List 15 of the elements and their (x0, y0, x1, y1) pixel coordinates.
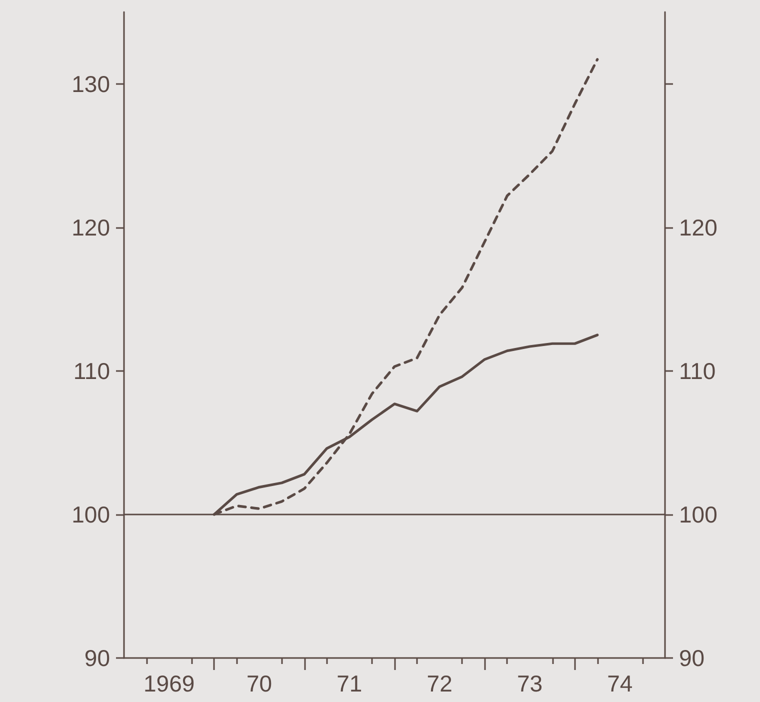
x-tick-label: 72 (426, 670, 452, 696)
x-tick-label: 71 (336, 670, 362, 696)
y-tick-label: 120 (72, 214, 110, 240)
y-tick-label: 90 (84, 645, 110, 671)
x-tick-label: 70 (246, 670, 272, 696)
y-tick-label: 130 (72, 70, 110, 97)
x-tick-label: 1969 (143, 670, 195, 696)
y2-tick-label: 90 (679, 645, 705, 671)
x-tick-label: 73 (516, 670, 543, 696)
y2-tick-label: 120 (679, 214, 718, 240)
y-tick-label: 110 (73, 358, 110, 384)
y2-tick-label: 110 (679, 358, 716, 384)
x-tick-label: 74 (607, 670, 633, 696)
y2-tick-label: 100 (679, 501, 718, 528)
y-tick-label: 100 (72, 501, 110, 528)
